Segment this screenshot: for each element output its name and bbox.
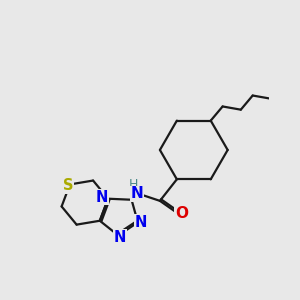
Text: O: O <box>175 206 188 221</box>
Text: H: H <box>128 178 138 191</box>
Text: N: N <box>114 230 126 245</box>
Text: N: N <box>135 215 147 230</box>
Text: S: S <box>63 178 74 194</box>
Text: N: N <box>96 190 108 205</box>
Text: N: N <box>130 186 143 201</box>
